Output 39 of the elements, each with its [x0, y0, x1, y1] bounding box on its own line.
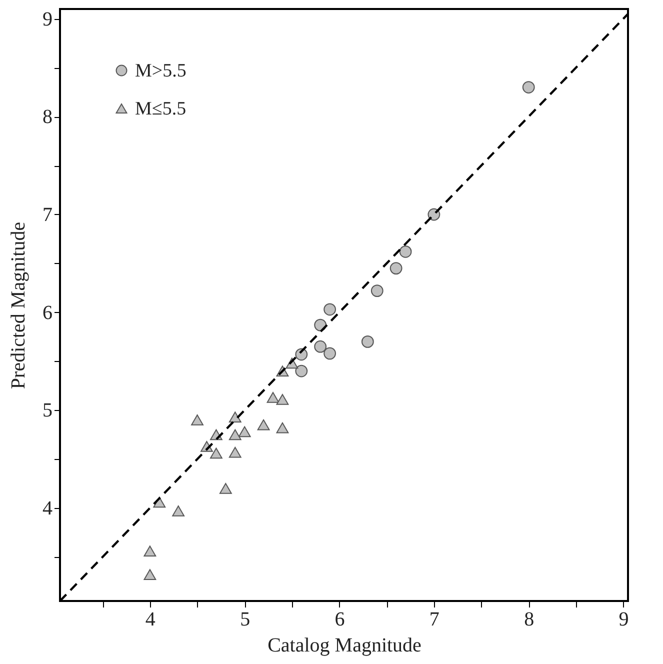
- y-tick-label: 4: [42, 498, 52, 520]
- y-tick-label: 6: [42, 302, 52, 324]
- legend-label: M>5.5: [135, 60, 186, 82]
- y-tick-label: 8: [42, 106, 52, 128]
- point: [266, 392, 280, 403]
- x-tick-label: 4: [145, 608, 156, 630]
- point: [144, 569, 156, 580]
- legend-label: M≤5.5: [135, 98, 186, 120]
- x-tick-label: 7: [429, 608, 440, 630]
- point: [399, 245, 412, 258]
- point: [228, 429, 242, 440]
- point: [144, 546, 156, 557]
- y-tick-label: 5: [42, 400, 52, 422]
- x-axis-title: Catalog Magnitude: [268, 634, 422, 656]
- point: [191, 414, 204, 426]
- x-tick-label: 5: [240, 608, 250, 630]
- point: [390, 262, 402, 274]
- point: [172, 506, 185, 516]
- y-tick-label: 7: [42, 204, 52, 226]
- point: [219, 483, 232, 494]
- point: [228, 412, 242, 422]
- x-tick-label: 9: [618, 608, 629, 630]
- y-axis-title: Predicted Magnitude: [8, 222, 30, 390]
- point: [314, 340, 327, 353]
- point: [257, 419, 270, 430]
- point: [228, 446, 242, 458]
- point: [361, 336, 374, 348]
- point: [324, 303, 336, 316]
- point: [276, 422, 289, 434]
- point: [522, 81, 535, 94]
- point: [276, 394, 289, 405]
- x-tick-label: 8: [524, 608, 534, 630]
- point: [210, 448, 222, 459]
- y-tick-label: 9: [42, 8, 52, 30]
- point: [295, 364, 308, 378]
- point: [238, 426, 251, 438]
- point: [370, 284, 384, 297]
- point: [324, 347, 336, 360]
- x-tick-label: 6: [334, 608, 345, 630]
